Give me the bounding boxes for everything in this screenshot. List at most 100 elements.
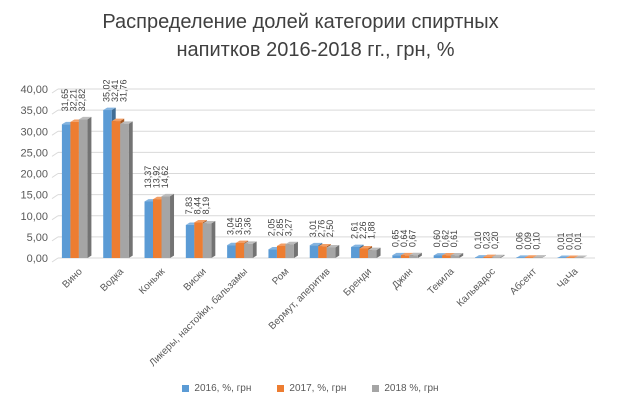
y-tick-label: 20,00 (20, 169, 48, 181)
legend-label-2016: 2016, %, грн (194, 383, 252, 394)
data-label: 8,44 (193, 197, 203, 215)
bar (433, 255, 443, 258)
bar (450, 255, 460, 258)
bar (61, 124, 71, 258)
data-label: 13,92 (151, 166, 161, 189)
data-label: 0,23 (482, 231, 492, 249)
bar (524, 257, 534, 258)
data-label: 7,83 (184, 197, 194, 215)
bar (194, 222, 203, 258)
legend-swatch-2017 (277, 385, 285, 392)
chart-title: Распределение долей категории спиртных н… (0, 8, 621, 64)
bar-top (359, 246, 373, 249)
bar-top (351, 244, 364, 247)
bar-top (491, 254, 505, 258)
data-label: 0,01 (564, 232, 574, 250)
bar-side (417, 252, 422, 258)
data-label: 0,20 (490, 231, 500, 249)
bar (161, 196, 171, 258)
bar (368, 250, 377, 258)
bar (557, 257, 567, 258)
bar (491, 257, 501, 258)
bar (185, 224, 195, 258)
data-label: 0,01 (556, 232, 566, 250)
x-tick-label: Текила (426, 266, 457, 297)
legend-label-2017: 2017, %, грн (289, 383, 347, 394)
legend-item-2016: 2016, %, грн (182, 383, 251, 394)
bar-top (450, 253, 464, 256)
data-label: 0,09 (523, 232, 533, 250)
bar-side (170, 193, 175, 258)
bar-top (318, 243, 331, 247)
bar-top (202, 220, 216, 224)
legend-swatch-2018 (372, 385, 380, 392)
bar-top (566, 255, 579, 258)
legend-swatch-2016 (182, 385, 190, 392)
legend-item-2017: 2017, %, грн (277, 383, 346, 394)
bar (326, 247, 336, 258)
data-label: 0,65 (391, 230, 401, 248)
data-label: 3,27 (284, 219, 294, 237)
x-tick-label: Кальвадос (455, 266, 498, 309)
bar (566, 257, 575, 258)
data-label: 2,76 (317, 220, 327, 238)
bar-side (459, 253, 464, 258)
x-tick-label: ЧаЧа (555, 266, 580, 291)
bar-top (120, 121, 133, 124)
y-tick-label: 0,00 (27, 253, 48, 265)
bar-top (574, 255, 588, 258)
bar-side (87, 116, 92, 258)
bar-top (442, 252, 455, 256)
bar-side (541, 255, 546, 258)
bar (483, 257, 492, 258)
data-label: 0,62 (440, 230, 450, 248)
data-label: 0,67 (408, 230, 418, 248)
bar-top (244, 241, 257, 244)
x-tick-label: Джин (390, 266, 415, 291)
data-label: 0,01 (573, 232, 583, 250)
y-tick-label: 15,00 (20, 190, 48, 202)
bar-top (285, 241, 298, 245)
bar (392, 255, 401, 258)
data-label: 13,37 (143, 166, 153, 189)
data-label: 2,85 (275, 219, 285, 237)
y-tick-label: 35,00 (20, 105, 48, 117)
data-label: 8,19 (201, 197, 211, 215)
bar (285, 244, 294, 258)
data-label: 32,41 (110, 80, 120, 103)
y-tick-label: 5,00 (27, 232, 48, 244)
x-tick-label: Вино (60, 266, 85, 291)
bar-top (78, 116, 92, 120)
data-label: 2,50 (325, 220, 335, 238)
bar-top (103, 107, 116, 111)
gridline-depth (51, 88, 59, 94)
bar (351, 246, 360, 258)
bar (103, 110, 112, 258)
data-label: 2,26 (358, 221, 368, 239)
bar (474, 257, 484, 258)
data-label: 0,10 (473, 231, 483, 249)
bar (533, 257, 542, 258)
data-label: 31,65 (60, 89, 70, 112)
x-tick-label: Виски (182, 266, 209, 293)
bar-top (194, 219, 207, 223)
bar (409, 255, 418, 258)
bar (111, 121, 121, 258)
bar-top (111, 118, 125, 122)
x-tick-label: Ром (270, 266, 291, 287)
data-label: 3,36 (242, 217, 252, 235)
bar (359, 248, 369, 258)
legend-item-2018: 2018 %, грн (372, 383, 439, 394)
bar-chart: 0,00 5,00 10,00 15,00 20,00 25,00 30,00 35,00 40… (20, 80, 595, 369)
gridline-depth (51, 130, 59, 136)
data-label: 32,82 (77, 89, 87, 112)
bar-top (235, 240, 249, 244)
data-label: 1,88 (366, 221, 376, 239)
data-label: 35,02 (101, 80, 111, 103)
bar (268, 249, 277, 258)
bar-side (211, 220, 216, 258)
bar-side (335, 245, 340, 258)
legend: 2016, %, грн 2017, %, грн 2018 %, грн (0, 383, 621, 394)
y-tick-label: 10,00 (20, 211, 48, 223)
y-tick-label: 40,00 (20, 84, 48, 96)
